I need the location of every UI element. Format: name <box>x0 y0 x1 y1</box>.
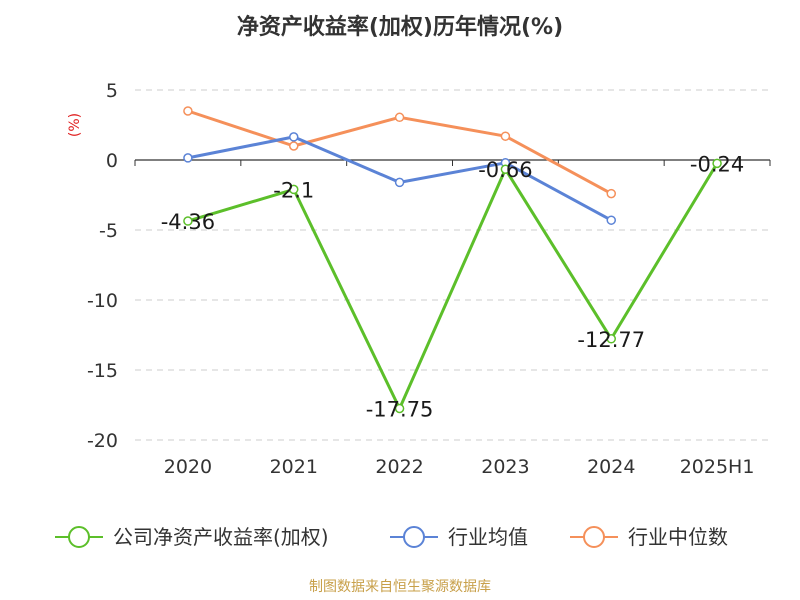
data-label: -2.1 <box>273 178 314 202</box>
data-point <box>289 184 299 195</box>
legend-label: 行业均值 <box>448 525 528 549</box>
x-tick-label: 2025H1 <box>680 456 755 478</box>
footer-source: 制图数据来自恒生聚源数据库 <box>309 579 491 595</box>
data-point <box>183 106 193 116</box>
data-label: -4.36 <box>161 210 215 234</box>
data-point <box>500 164 511 174</box>
y-tick-label: -10 <box>87 290 118 312</box>
x-tick-label: 2023 <box>481 456 529 478</box>
data-point <box>394 112 405 123</box>
data-point <box>289 132 299 142</box>
x-tick-label: 2022 <box>375 456 423 478</box>
legend[interactable]: 公司净资产收益率(加权) 行业均值 行业中位数 <box>55 525 728 549</box>
legend-marker <box>403 526 425 548</box>
legend-item[interactable]: 行业中位数 <box>570 525 728 549</box>
data-label: -0.24 <box>690 152 744 176</box>
legend-label: 公司净资产收益率(加权) <box>113 525 329 549</box>
data-point <box>500 131 511 141</box>
y-tick-label: -5 <box>99 220 118 242</box>
grid <box>135 89 770 441</box>
axes: 5 0 -5 -10 -15 -20 2020 2021 2022 2023 2024 2025H1 <box>87 80 771 478</box>
data-point <box>606 215 616 225</box>
legend-marker <box>68 526 90 548</box>
data-point <box>606 188 616 199</box>
legend-item[interactable]: 公司净资产收益率(加权) <box>55 525 329 549</box>
data-point <box>712 158 722 169</box>
y-tick-label: 5 <box>106 80 118 102</box>
x-tick-label: 2024 <box>587 456 635 478</box>
y-tick-label: -20 <box>87 430 118 452</box>
data-label: -0.66 <box>478 158 532 182</box>
legend-label: 行业中位数 <box>628 525 728 549</box>
y-tick-label: 0 <box>106 150 118 172</box>
series-line <box>187 162 719 410</box>
data-label: -17.75 <box>366 398 434 422</box>
y-tick-label: -15 <box>87 360 118 382</box>
x-tick-label: 2021 <box>270 456 318 478</box>
chart-title: 净资产收益率(加权)历年情况(%) <box>237 14 563 40</box>
series-layer <box>183 106 722 414</box>
data-label: -12.77 <box>577 328 645 352</box>
data-point <box>183 216 193 226</box>
data-point <box>606 334 616 344</box>
data-point <box>394 177 405 188</box>
y-axis-label: (%) <box>67 113 83 137</box>
data-point <box>183 153 193 163</box>
legend-marker <box>583 526 605 548</box>
data-point <box>394 403 405 414</box>
x-tick-label: 2020 <box>164 456 212 478</box>
legend-item[interactable]: 行业均值 <box>390 525 528 549</box>
data-labels: -4.36 -2.1 -17.75 -0.66 -12.77 -0.24 <box>161 152 745 421</box>
data-point <box>289 141 299 151</box>
